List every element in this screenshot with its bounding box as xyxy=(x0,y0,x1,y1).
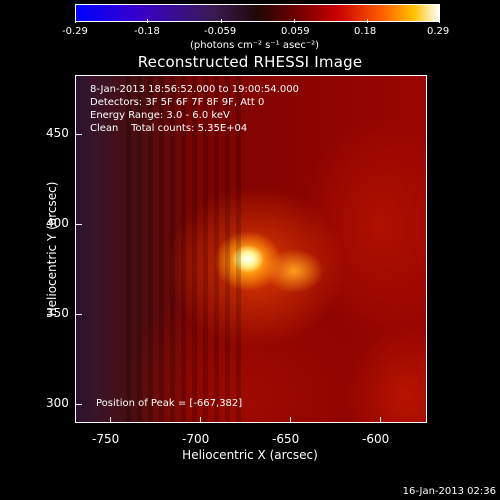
page-title: Reconstructed RHESSI Image xyxy=(137,53,363,71)
energy-range-text: Energy Range: 3.0 - 6.0 keV xyxy=(90,110,230,121)
x-tick-mark xyxy=(380,417,381,423)
colorbar-tick-mark xyxy=(294,19,295,23)
x-tick-mark xyxy=(290,417,291,423)
y-tick-label: 350 xyxy=(46,306,69,320)
x-tick-label: -650 xyxy=(272,432,300,446)
colorbar xyxy=(75,4,440,22)
y-tick-mark xyxy=(76,314,82,315)
x-tick-mark xyxy=(110,417,111,423)
detectors-text: Detectors: 3F 5F 6F 7F 8F 9F, Att 0 xyxy=(90,97,265,108)
colorbar-tick-mark xyxy=(439,19,440,23)
x-tick-label: -700 xyxy=(182,432,210,446)
y-tick-mark xyxy=(76,134,82,135)
image-artifact-stripes xyxy=(126,76,246,422)
y-tick-label: 450 xyxy=(46,126,69,140)
colorbar-tick-mark xyxy=(147,19,148,23)
colorbar-tick-label: -0.059 xyxy=(204,26,237,37)
y-tick-label: 400 xyxy=(46,216,69,230)
time-range-text: 8-Jan-2013 18:56:52.000 to 19:00:54.000 xyxy=(90,84,299,95)
x-tick-label: -600 xyxy=(362,432,390,446)
colorbar-tick-label: 0.29 xyxy=(427,26,450,37)
colorbar-tick-mark xyxy=(367,19,368,23)
colorbar-units: (photons cm⁻² s⁻¹ asec⁻²) xyxy=(190,40,320,51)
y-tick-mark xyxy=(76,224,82,225)
colorbar-tick-label: 0.18 xyxy=(354,26,377,37)
x-axis-label: Heliocentric X (arcsec) xyxy=(182,448,318,462)
y-tick-label: 300 xyxy=(46,396,69,410)
colorbar-tick-label: 0.059 xyxy=(281,26,310,37)
y-axis-label: Heliocentric Y (arcsec) xyxy=(45,181,59,317)
y-tick-mark xyxy=(76,404,82,405)
clean-counts-text: Clean Total counts: 5.35E+04 xyxy=(90,123,248,134)
x-tick-label: -750 xyxy=(92,432,120,446)
rhessi-image: 8-Jan-2013 18:56:52.000 to 19:00:54.000 … xyxy=(75,75,427,423)
x-tick-mark xyxy=(200,417,201,423)
peak-position-text: Position of Peak = [-667,382] xyxy=(96,398,243,409)
colorbar-tick-label: -0.18 xyxy=(134,26,160,37)
colorbar-tick-label: -0.29 xyxy=(62,26,88,37)
footer-date: 16-Jan-2013 02:36 xyxy=(402,486,496,497)
colorbar-tick-mark xyxy=(221,19,222,23)
colorbar-tick-mark xyxy=(75,19,76,23)
